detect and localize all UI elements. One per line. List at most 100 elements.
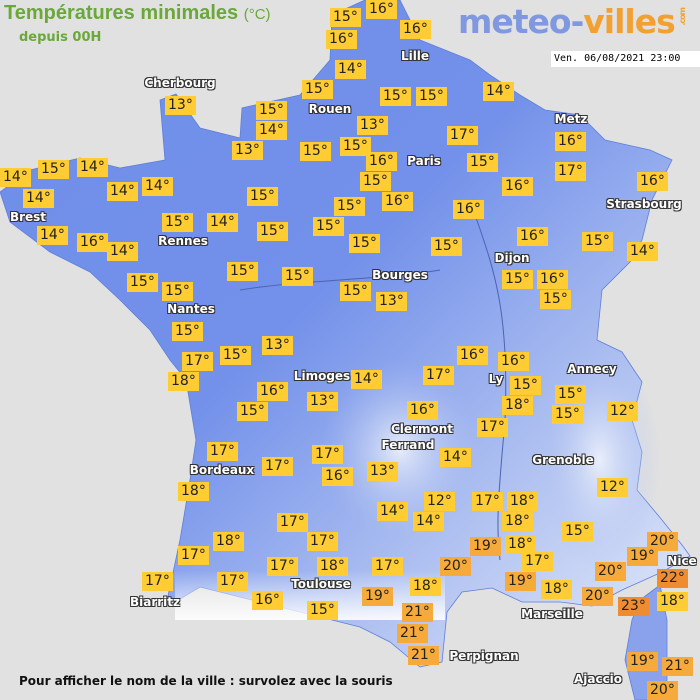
temperature-marker[interactable]: 12° xyxy=(424,492,455,511)
temperature-marker[interactable]: 14° xyxy=(483,82,514,101)
temperature-marker[interactable]: 15° xyxy=(349,234,380,253)
temperature-marker[interactable]: 17° xyxy=(178,546,209,565)
temperature-marker[interactable]: 16° xyxy=(637,172,668,191)
temperature-marker[interactable]: 19° xyxy=(627,652,658,671)
temperature-marker[interactable]: 15° xyxy=(555,385,586,404)
temperature-marker[interactable]: 17° xyxy=(262,457,293,476)
temperature-marker[interactable]: 15° xyxy=(334,197,365,216)
temperature-marker[interactable]: 17° xyxy=(423,366,454,385)
temperature-marker[interactable]: 14° xyxy=(142,177,173,196)
temperature-marker[interactable]: 16° xyxy=(366,0,397,19)
temperature-marker[interactable]: 20° xyxy=(440,557,471,576)
temperature-marker[interactable]: 17° xyxy=(472,492,503,511)
temperature-marker[interactable]: 15° xyxy=(540,290,571,309)
temperature-marker[interactable]: 16° xyxy=(366,152,397,171)
temperature-marker[interactable]: 16° xyxy=(517,227,548,246)
temperature-marker[interactable]: 13° xyxy=(232,141,263,160)
temperature-marker[interactable]: 16° xyxy=(322,467,353,486)
temperature-marker[interactable]: 20° xyxy=(582,587,613,606)
temperature-marker[interactable]: 12° xyxy=(597,478,628,497)
temperature-marker[interactable]: 14° xyxy=(351,370,382,389)
temperature-marker[interactable]: 16° xyxy=(502,177,533,196)
temperature-marker[interactable]: 17° xyxy=(555,162,586,181)
temperature-marker[interactable]: 20° xyxy=(595,562,626,581)
temperature-marker[interactable]: 16° xyxy=(400,20,431,39)
temperature-marker[interactable]: 19° xyxy=(362,587,393,606)
temperature-marker[interactable]: 16° xyxy=(537,270,568,289)
temperature-marker[interactable]: 13° xyxy=(165,96,196,115)
temperature-marker[interactable]: 18° xyxy=(541,580,572,599)
temperature-marker[interactable]: 17° xyxy=(182,352,213,371)
temperature-marker[interactable]: 17° xyxy=(217,572,248,591)
temperature-marker[interactable]: 18° xyxy=(505,535,536,554)
temperature-marker[interactable]: 17° xyxy=(477,418,508,437)
temperature-marker[interactable]: 14° xyxy=(207,213,238,232)
temperature-marker[interactable]: 15° xyxy=(467,153,498,172)
meteo-villes-logo[interactable]: meteo-villes .com xyxy=(458,2,687,41)
temperature-marker[interactable]: 22° xyxy=(657,569,688,588)
temperature-marker[interactable]: 15° xyxy=(162,282,193,301)
temperature-marker[interactable]: 16° xyxy=(498,352,529,371)
temperature-marker[interactable]: 15° xyxy=(172,322,203,341)
temperature-marker[interactable]: 15° xyxy=(552,405,583,424)
temperature-marker[interactable]: 13° xyxy=(367,462,398,481)
temperature-marker[interactable]: 14° xyxy=(413,512,444,531)
temperature-marker[interactable]: 15° xyxy=(307,601,338,620)
temperature-marker[interactable]: 16° xyxy=(77,233,108,252)
temperature-marker[interactable]: 18° xyxy=(502,396,533,415)
temperature-marker[interactable]: 14° xyxy=(335,60,366,79)
temperature-marker[interactable]: 15° xyxy=(300,142,331,161)
temperature-marker[interactable]: 16° xyxy=(453,200,484,219)
temperature-marker[interactable]: 19° xyxy=(627,547,658,566)
temperature-marker[interactable]: 16° xyxy=(457,346,488,365)
temperature-marker[interactable]: 15° xyxy=(38,160,69,179)
temperature-marker[interactable]: 15° xyxy=(237,402,268,421)
temperature-marker[interactable]: 15° xyxy=(502,270,533,289)
temperature-marker[interactable]: 14° xyxy=(0,168,31,187)
temperature-marker[interactable]: 13° xyxy=(262,336,293,355)
temperature-marker[interactable]: 17° xyxy=(447,126,478,145)
temperature-marker[interactable]: 14° xyxy=(107,242,138,261)
temperature-marker[interactable]: 15° xyxy=(510,376,541,395)
temperature-marker[interactable]: 23° xyxy=(618,597,649,616)
temperature-marker[interactable]: 15° xyxy=(582,232,613,251)
temperature-marker[interactable]: 16° xyxy=(257,382,288,401)
temperature-marker[interactable]: 19° xyxy=(505,572,536,591)
temperature-marker[interactable]: 15° xyxy=(302,80,333,99)
temperature-marker[interactable]: 21° xyxy=(397,624,428,643)
temperature-marker[interactable]: 13° xyxy=(376,292,407,311)
temperature-marker[interactable]: 17° xyxy=(267,557,298,576)
temperature-marker[interactable]: 18° xyxy=(657,592,688,611)
temperature-marker[interactable]: 21° xyxy=(402,603,433,622)
temperature-marker[interactable]: 19° xyxy=(470,537,501,556)
temperature-marker[interactable]: 18° xyxy=(502,512,533,531)
temperature-marker[interactable]: 15° xyxy=(340,282,371,301)
temperature-marker[interactable]: 17° xyxy=(312,445,343,464)
temperature-marker[interactable]: 17° xyxy=(277,513,308,532)
temperature-marker[interactable]: 15° xyxy=(330,8,361,27)
temperature-marker[interactable]: 21° xyxy=(662,657,693,676)
temperature-marker[interactable]: 18° xyxy=(178,482,209,501)
temperature-marker[interactable]: 17° xyxy=(522,552,553,571)
temperature-marker[interactable]: 14° xyxy=(23,189,54,208)
temperature-marker[interactable]: 14° xyxy=(37,226,68,245)
temperature-marker[interactable]: 16° xyxy=(326,30,357,49)
temperature-marker[interactable]: 15° xyxy=(282,267,313,286)
temperature-marker[interactable]: 15° xyxy=(431,237,462,256)
temperature-marker[interactable]: 15° xyxy=(247,187,278,206)
temperature-marker[interactable]: 18° xyxy=(507,492,538,511)
temperature-marker[interactable]: 17° xyxy=(207,442,238,461)
temperature-marker[interactable]: 15° xyxy=(313,217,344,236)
temperature-marker[interactable]: 18° xyxy=(317,557,348,576)
temperature-marker[interactable]: 15° xyxy=(360,172,391,191)
temperature-marker[interactable]: 18° xyxy=(410,577,441,596)
temperature-marker[interactable]: 15° xyxy=(562,522,593,541)
temperature-marker[interactable]: 13° xyxy=(357,116,388,135)
temperature-marker[interactable]: 16° xyxy=(555,132,586,151)
temperature-marker[interactable]: 12° xyxy=(607,402,638,421)
temperature-marker[interactable]: 15° xyxy=(162,213,193,232)
temperature-marker[interactable]: 14° xyxy=(627,242,658,261)
temperature-marker[interactable]: 18° xyxy=(168,372,199,391)
temperature-marker[interactable]: 15° xyxy=(380,87,411,106)
temperature-marker[interactable]: 15° xyxy=(257,222,288,241)
